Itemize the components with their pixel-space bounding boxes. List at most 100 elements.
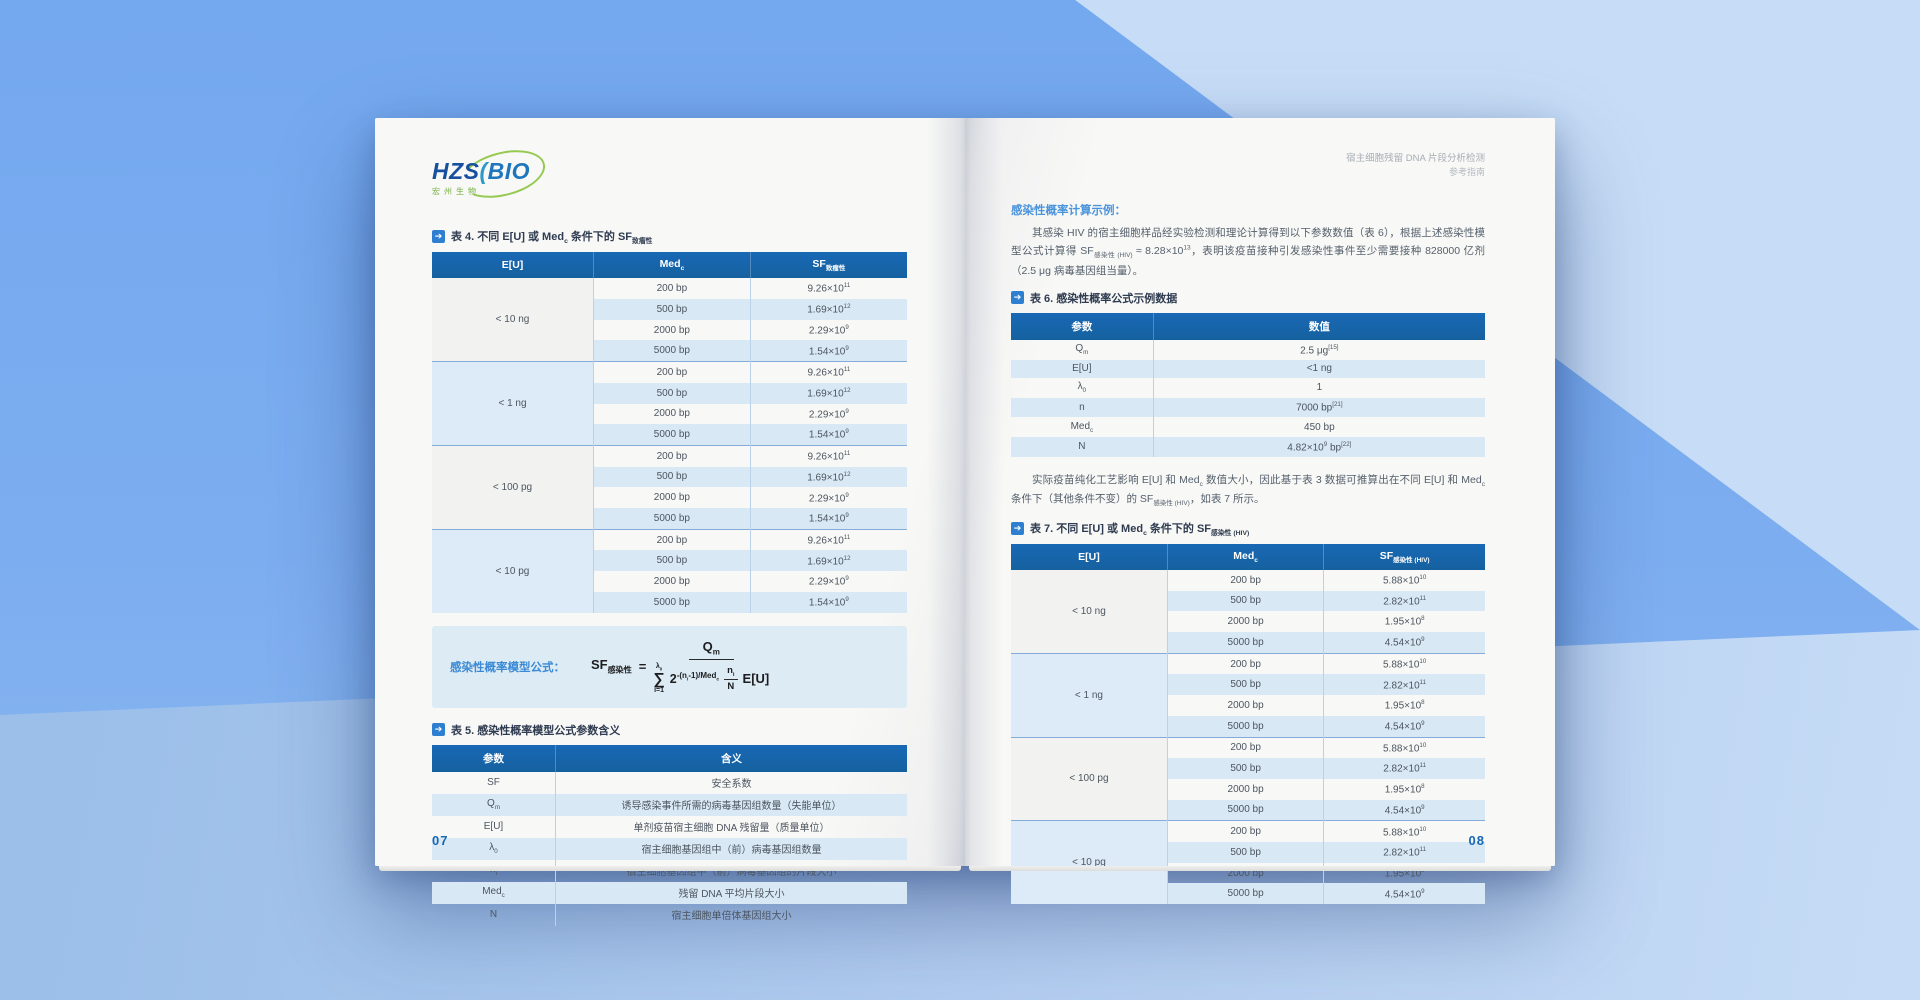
table-cell: 1.95×108 [1384, 699, 1425, 712]
sum-upper-limit: λ0 [655, 663, 663, 672]
table-cell: n [1011, 397, 1154, 418]
table-cell: 200 bp [1167, 652, 1325, 675]
group-label-cell: < 10 pg [1011, 820, 1168, 905]
running-header-line2: 参考指南 [1448, 167, 1485, 178]
table-cell: 5000 bp [593, 508, 751, 530]
table5: 参数 含义 SF 安全系数 Qm 诱导感染事件所需的病毒基因组数量（失能单位） E[U] 单剂… [432, 744, 907, 926]
table-cell: 5000 bp [1167, 799, 1325, 821]
table-cell: 2000 bp [1167, 695, 1325, 716]
table-cell: 500 bp [593, 382, 751, 404]
table-cell: 2000 bp [593, 319, 751, 341]
table-cell: 9.26×1011 [750, 361, 907, 383]
table-cell: 2000 bp [593, 571, 751, 592]
table-cell: 2000 bp [593, 403, 751, 425]
table-cell: 2000 bp [1167, 611, 1325, 632]
table-cell: 1.54×109 [750, 508, 907, 530]
table-cell: 宿主细胞基因组中（前）病毒基因组数量 [555, 837, 907, 860]
table-cell: E[U] [1011, 359, 1154, 378]
table-cell: 2.29×109 [808, 575, 849, 588]
table-cell: 5000 bp [1167, 715, 1325, 738]
table-cell: 宿主细胞单倍体基因组大小 [671, 911, 792, 923]
table7-title-text: 表 7. 不同 E[U] 或 Medc 条件下的 SF感染性 (HIV) [1030, 522, 1250, 537]
table-cell: Qm [432, 793, 556, 816]
table-cell: λ0 [1011, 377, 1154, 398]
table-cell: Medc [432, 881, 556, 904]
group-label-cell: < 1 ng [1011, 652, 1168, 738]
formula-numerator: Qm [688, 639, 734, 661]
open-brochure: HZS(BIO 宏州生物 ➔ 表 4. 不同 E[U] 或 Medc 条件下的 … [375, 118, 1555, 926]
table-cell: 宿主细胞基因组中（前）病毒基因组的片段大小 [626, 867, 837, 879]
table-cell: Medc [1011, 417, 1154, 438]
table-cell: 1.54×109 [750, 591, 907, 613]
table-header-cell: SF致瘤性 [750, 252, 907, 279]
table-cell: 200 bp [1167, 820, 1325, 843]
table-cell: E[U] [432, 815, 556, 838]
table-cell: 9.26×1011 [750, 444, 907, 467]
table-cell: 500 bp [1167, 842, 1325, 863]
table-cell: 5.88×1010 [1323, 820, 1485, 843]
sigma-symbol: ∑ [653, 671, 665, 689]
table-cell: 5000 bp [593, 340, 751, 362]
table-cell: 5000 bp [1167, 632, 1325, 654]
group-label-cell: < 100 pg [1011, 736, 1168, 821]
table-cell: 200 bp [1167, 736, 1325, 759]
table4-title: ➔ 表 4. 不同 E[U] 或 Medc 条件下的 SF致瘤性 [432, 228, 907, 245]
table-cell: 500 bp [1167, 758, 1325, 779]
table-cell: 4.54×109 [1323, 632, 1485, 654]
table-cell: 5.88×1010 [1323, 652, 1485, 675]
logo-text-bio: BIO [487, 158, 531, 184]
formula-lhs: SF感染性 [591, 657, 632, 675]
table-cell: 4.54×109 [1323, 883, 1485, 905]
table-cell: 4.82×109 bp[22] [1153, 437, 1485, 457]
table-cell: 500 bp [1167, 674, 1325, 696]
table-cell: 200 bp [593, 528, 751, 551]
table4-title-text: 表 4. 不同 E[U] 或 Medc 条件下的 SF致瘤性 [451, 231, 653, 246]
table-cell: 诱导感染事件所需的病毒基因组数量（失能单位） [555, 793, 907, 816]
infectivity-formula: SF感染性 = Qm λ0 ∑ i=1 2-(ni-1)/Medc [591, 639, 769, 695]
formula-inner-fraction: ni N [724, 665, 738, 692]
formula-power: 2-(ni-1)/Medc [669, 671, 720, 687]
table-cell: 5000 bp [1167, 883, 1325, 905]
formula-box: 感染性概率模型公式： SF感染性 = Qm λ0 ∑ i=1 [432, 625, 907, 708]
table-cell: 5.88×1010 [1382, 574, 1427, 587]
table-cell: 1.69×1012 [750, 466, 907, 488]
table-tag-icon: ➔ [432, 230, 445, 244]
table-cell: 1.69×1012 [750, 298, 907, 320]
table-cell: 1.69×1012 [750, 382, 907, 404]
table5-title-text: 表 5. 感染性概率模型公式参数含义 [451, 724, 621, 737]
table-header-cell: E[U] [1011, 543, 1168, 570]
table-cell: 5000 bp [593, 591, 751, 613]
table-cell: 200 bp [1167, 569, 1325, 591]
table-cell: 4.54×109 [1323, 799, 1485, 821]
table-cell: 9.26×1011 [807, 282, 851, 295]
formula-sum: λ0 ∑ i=1 [653, 663, 664, 694]
running-header: 宿主细胞残留 DNA 片段分析检测 参考指南 [1011, 152, 1485, 180]
table-cell: <1 ng [1153, 359, 1485, 378]
table5-title: ➔ 表 5. 感染性概率模型公式参数含义 [432, 722, 907, 738]
table-tag-icon: ➔ [1011, 291, 1024, 305]
table-cell: 2.82×1011 [1323, 674, 1485, 696]
table-cell: SF [432, 771, 556, 794]
formula-label: 感染性概率模型公式： [450, 661, 565, 674]
table-cell: 500 bp [593, 466, 751, 488]
table-cell: N [432, 903, 556, 926]
table-tag-icon: ➔ [1011, 521, 1024, 535]
table-cell: 2.82×1011 [1323, 758, 1485, 779]
data-table: 参数 数值 Qm 2.5 μg[15] E[U] <1 ng λ0 1 n 7000 bp[21]… [1011, 312, 1485, 457]
table7-title: ➔ 表 7. 不同 E[U] 或 Medc 条件下的 SF感染性 (HIV) [1011, 520, 1485, 537]
table-header-cell: SF感染性 (HIV) [1323, 543, 1485, 570]
page-number-08: 08 [1468, 833, 1485, 848]
table-cell: 2.82×1011 [1323, 590, 1485, 612]
section-heading: 感染性概率计算示例： [1011, 204, 1126, 217]
table-cell: 1.69×1012 [750, 550, 907, 572]
table-cell: 2.82×1011 [1323, 842, 1485, 863]
table-header-cell: 参数 [432, 744, 556, 772]
group-label-cell: < 10 pg [432, 528, 594, 613]
page-stack-edge [969, 866, 1551, 871]
table-header-cell: 含义 [555, 744, 907, 772]
table-cell: 1 [1316, 382, 1323, 394]
logo-subtext: 宏州生物 [432, 187, 480, 196]
table-header-cell: 数值 [1153, 312, 1485, 340]
group-label-cell: < 10 ng [432, 278, 594, 362]
